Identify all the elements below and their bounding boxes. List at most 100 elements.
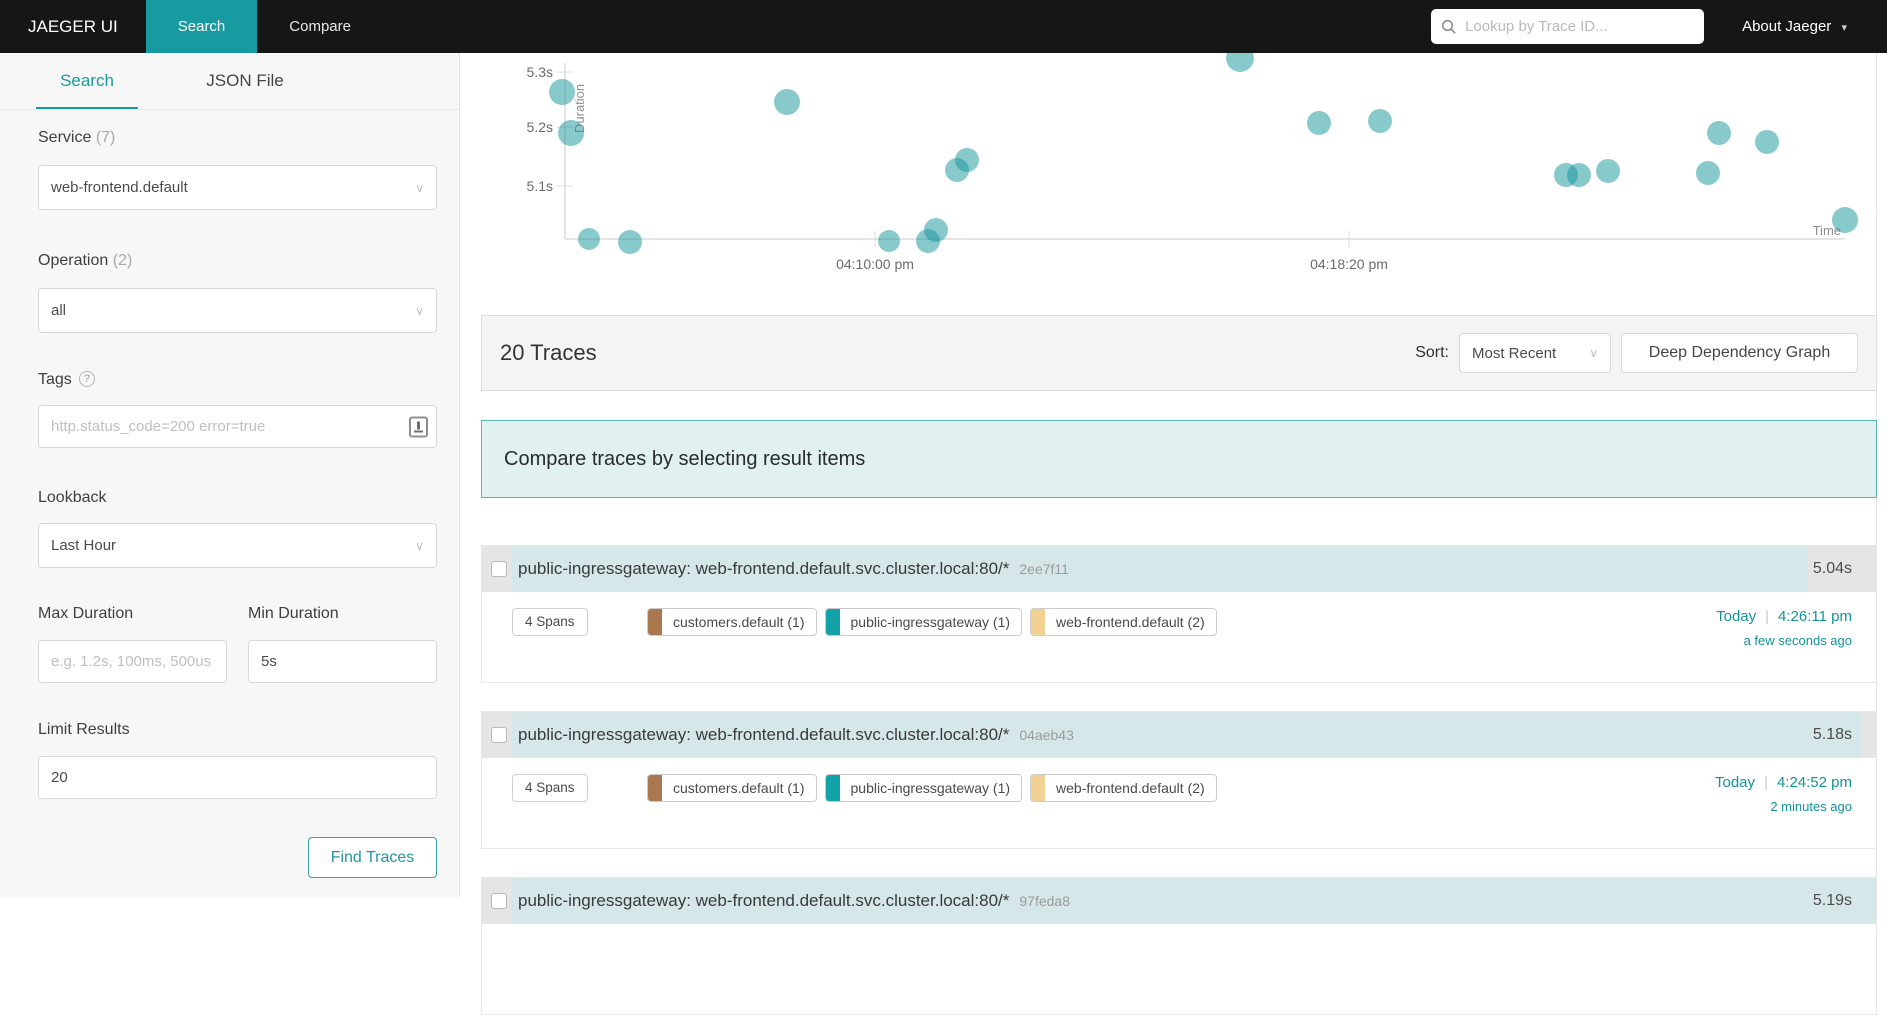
sort-group: Sort: Most Recent ∨ Deep Dependency Grap… [1415, 333, 1858, 373]
trace-row-header[interactable]: public-ingressgateway: web-frontend.defa… [482, 712, 1876, 758]
duration-bar [512, 878, 1876, 924]
trace-day: Today [1715, 774, 1756, 791]
service-label: Service (7) [38, 129, 116, 146]
scatter-point[interactable] [1368, 109, 1392, 133]
y-tick-label: 5.3s [527, 64, 553, 80]
tags-field [38, 405, 437, 448]
nav-spacer [383, 0, 1431, 53]
trace-duration: 5.19s [1812, 892, 1852, 909]
trace-id: 97feda8 [1019, 893, 1070, 909]
lookback-select[interactable]: Last Hour ∨ [38, 523, 437, 568]
deep-dependency-graph-button[interactable]: Deep Dependency Graph [1621, 333, 1858, 373]
scatter-point[interactable] [924, 218, 948, 242]
top-nav: JAEGER UI Search Compare About Jaeger ▾ [0, 0, 1887, 53]
scatter-point[interactable] [1707, 121, 1731, 145]
trace-select-checkbox[interactable] [491, 561, 507, 577]
about-jaeger-menu[interactable]: About Jaeger ▾ [1742, 18, 1847, 35]
scatter-point[interactable] [878, 230, 900, 252]
min-duration-input[interactable] [248, 640, 437, 683]
y-axis-title: Duration [572, 84, 587, 133]
trace-id: 04aeb43 [1019, 727, 1074, 743]
scatter-point[interactable] [1596, 159, 1620, 183]
scatter-point[interactable] [1755, 130, 1779, 154]
scatter-point[interactable] [618, 230, 642, 254]
service-color-swatch [648, 609, 662, 635]
results-header: 20 Traces Sort: Most Recent ∨ Deep Depen… [481, 315, 1877, 391]
trace-row-detail: 4 Spans customers.default (1) public-ing… [482, 592, 1876, 684]
trace-row-detail: 4 Spans customers.default (1) public-ing… [482, 758, 1876, 850]
sort-label: Sort: [1415, 344, 1449, 361]
service-chip: customers.default (1) [647, 608, 817, 636]
limit-results-input[interactable] [38, 756, 437, 799]
duration-bar [512, 546, 1808, 592]
trace-relative-time: a few seconds ago [1743, 633, 1852, 648]
operation-select[interactable]: all ∨ [38, 288, 437, 333]
scatter-point[interactable] [1832, 207, 1858, 233]
app-brand[interactable]: JAEGER UI [28, 17, 118, 36]
trace-row-header[interactable]: public-ingressgateway: web-frontend.defa… [482, 546, 1876, 592]
scatter-point[interactable] [549, 79, 575, 105]
trace-row-header[interactable]: public-ingressgateway: web-frontend.defa… [482, 878, 1876, 924]
trace-time-block: Today | 4:26:11 pm a few seconds ago [1716, 608, 1852, 648]
trace-select-checkbox[interactable] [491, 893, 507, 909]
trace-duration: 5.18s [1812, 726, 1852, 743]
trace-count: 20 Traces [500, 340, 597, 365]
tab-json-file[interactable]: JSON File [206, 71, 284, 90]
service-color-swatch [1031, 775, 1046, 801]
trace-result-row: public-ingressgateway: web-frontend.defa… [481, 545, 1877, 683]
service-chip: web-frontend.default (2) [1030, 774, 1217, 802]
search-icon [1441, 19, 1456, 34]
nav-tab-search[interactable]: Search [145, 0, 258, 53]
logfmt-toggle-icon[interactable] [409, 416, 428, 437]
trace-duration: 5.04s [1812, 560, 1852, 577]
search-sidebar: Search JSON File Service (7) web-fronten… [0, 53, 460, 897]
scatter-point[interactable] [774, 89, 800, 115]
nav-tab-compare[interactable]: Compare [289, 18, 351, 35]
operation-label: Operation (2) [38, 252, 133, 269]
x-tick-label: 04:10:00 pm [836, 256, 914, 272]
service-color-swatch [825, 609, 840, 635]
trace-select-checkbox[interactable] [491, 727, 507, 743]
trace-relative-time: 2 minutes ago [1770, 799, 1852, 814]
tags-input[interactable] [38, 405, 437, 448]
min-duration-label: Min Duration [248, 605, 339, 622]
duration-bar [512, 712, 1863, 758]
scatter-point[interactable] [1307, 111, 1331, 135]
max-duration-input[interactable] [38, 640, 227, 683]
scatter-point[interactable] [578, 228, 600, 250]
trace-time-block: Today | 4:24:52 pm 2 minutes ago [1715, 774, 1852, 814]
trace-result-row: public-ingressgateway: web-frontend.defa… [481, 877, 1877, 1015]
service-chip: public-ingressgateway (1) [824, 608, 1023, 636]
find-traces-button[interactable]: Find Traces [308, 837, 437, 878]
scatter-point[interactable] [1696, 161, 1720, 185]
trace-lookup-box[interactable] [1431, 9, 1705, 44]
max-duration-label: Max Duration [38, 605, 134, 622]
trace-title[interactable]: public-ingressgateway: web-frontend.defa… [518, 725, 1074, 744]
service-chip: public-ingressgateway (1) [824, 774, 1023, 802]
trace-title[interactable]: public-ingressgateway: web-frontend.defa… [518, 559, 1069, 578]
chevron-down-icon: ∨ [1589, 346, 1598, 360]
trace-title[interactable]: public-ingressgateway: web-frontend.defa… [518, 891, 1070, 910]
trace-result-row: public-ingressgateway: web-frontend.defa… [481, 711, 1877, 849]
scatter-point[interactable] [1567, 163, 1591, 187]
service-chip: web-frontend.default (2) [1030, 608, 1217, 636]
service-select[interactable]: web-frontend.default ∨ [38, 165, 437, 210]
tab-search[interactable]: Search [36, 53, 138, 109]
span-count-pill: 4 Spans [512, 774, 588, 802]
service-chips: customers.default (1) public-ingressgate… [647, 774, 1217, 802]
duration-scatter-plot: 5.3s 5.2s 5.1s 04:10:00 pm 04:18:20 pm T… [527, 53, 1858, 272]
chevron-down-icon: ∨ [415, 538, 424, 553]
service-color-swatch [825, 775, 840, 801]
service-chips: customers.default (1) public-ingressgate… [647, 608, 1217, 636]
trace-day: Today [1716, 608, 1757, 625]
sidebar-tabs: Search JSON File [0, 53, 459, 110]
sort-select[interactable]: Most Recent ∨ [1459, 333, 1611, 373]
trace-lookup-input[interactable] [1465, 18, 1695, 35]
help-icon[interactable]: ? [78, 371, 95, 387]
scatter-point[interactable] [955, 148, 979, 172]
scatter-point[interactable] [1226, 53, 1254, 72]
main-content: 5.3s 5.2s 5.1s 04:10:00 pm 04:18:20 pm T… [481, 53, 1877, 1015]
tags-label: Tags? [38, 371, 95, 389]
compare-banner-text: Compare traces by selecting result items [504, 447, 866, 470]
scatter-point[interactable] [558, 120, 584, 146]
